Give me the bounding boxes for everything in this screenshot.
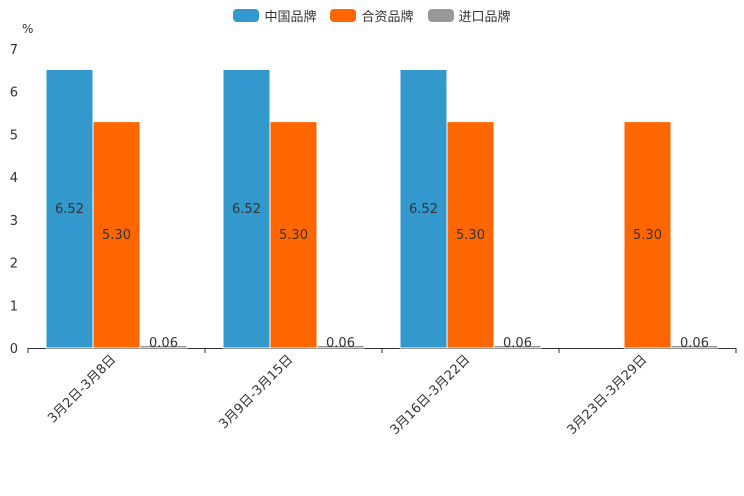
bar[interactable] xyxy=(623,121,672,349)
data-label: 5.30 xyxy=(279,228,308,243)
data-label: 0.06 xyxy=(326,336,355,351)
legend-label-joint-venture-brand: 合资品牌 xyxy=(361,10,414,25)
y-tick-label: 4 xyxy=(10,171,18,186)
x-tick-label: 3月23日-3月29日 xyxy=(565,352,651,438)
data-label: 0.06 xyxy=(149,336,178,351)
legend-label-import-brand: 进口品牌 xyxy=(458,10,511,25)
legend-swatch-joint-venture-brand xyxy=(330,9,357,22)
bar[interactable] xyxy=(222,69,271,349)
legend-item-import-brand[interactable]: 进口品牌 xyxy=(427,6,511,25)
bar[interactable] xyxy=(316,344,365,349)
legend-swatch-china-brand xyxy=(233,9,260,22)
y-tick-label: 5 xyxy=(10,128,18,143)
bar[interactable] xyxy=(446,121,495,349)
y-tick-label: 3 xyxy=(10,214,18,229)
x-tick-label: 3月9日-3月15日 xyxy=(216,352,296,432)
bar[interactable] xyxy=(45,69,94,349)
y-tick-label: 0 xyxy=(10,342,18,357)
data-label: 5.30 xyxy=(102,228,131,243)
legend-swatch-import-brand xyxy=(427,9,454,22)
data-label: 0.06 xyxy=(680,336,709,351)
bar[interactable] xyxy=(493,344,542,349)
bar[interactable] xyxy=(670,344,719,349)
data-label: 6.52 xyxy=(55,202,84,217)
bar[interactable] xyxy=(269,121,318,349)
x-tick-label: 3月2日-3月8日 xyxy=(45,352,119,426)
legend-item-china-brand[interactable]: 中国品牌 xyxy=(233,6,316,25)
bar[interactable] xyxy=(399,69,448,349)
y-axis-unit-label: % xyxy=(22,22,33,36)
bar[interactable] xyxy=(139,344,188,349)
data-label: 6.52 xyxy=(409,202,438,217)
legend-label-china-brand: 中国品牌 xyxy=(264,10,317,25)
y-tick-label: 2 xyxy=(10,257,18,272)
legend-item-joint-venture-brand[interactable]: 合资品牌 xyxy=(330,6,414,25)
legend: 中国品牌 合资品牌 进口品牌 xyxy=(0,6,744,25)
x-tick-label: 3月16日-3月22日 xyxy=(388,352,474,438)
bar[interactable] xyxy=(92,121,141,349)
y-tick-label: 1 xyxy=(10,299,18,314)
y-tick-label: 6 xyxy=(10,86,18,101)
data-label: 5.30 xyxy=(633,228,662,243)
data-label: 6.52 xyxy=(232,202,261,217)
data-label: 5.30 xyxy=(456,228,485,243)
y-tick-label: 7 xyxy=(10,43,18,58)
data-label: 0.06 xyxy=(503,336,532,351)
